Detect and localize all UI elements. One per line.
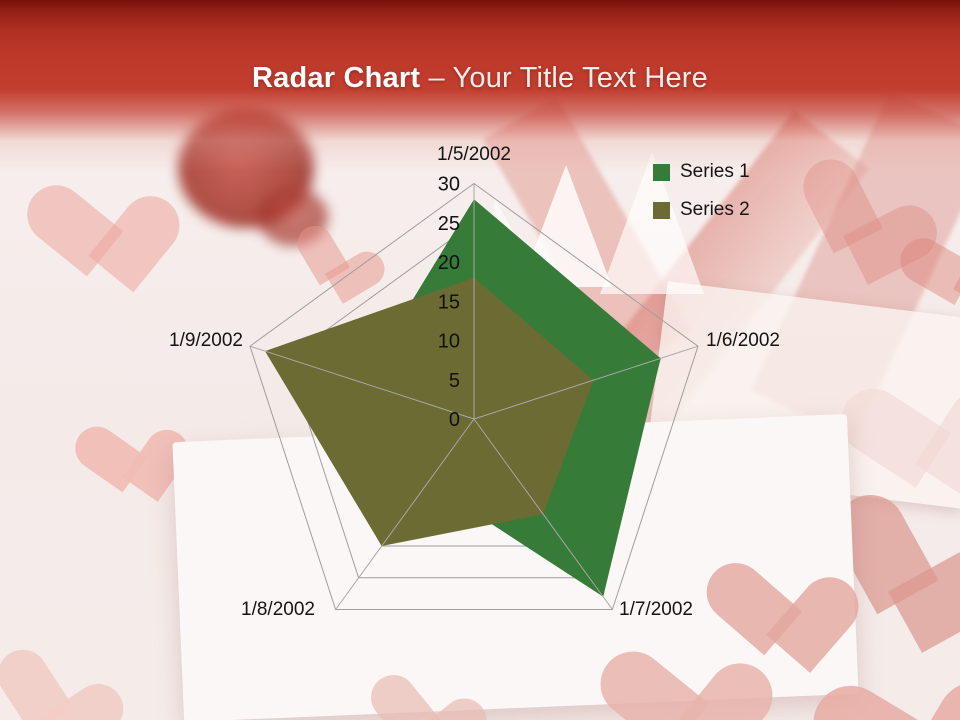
title-banner [0, 0, 960, 172]
svg-text:15: 15 [438, 291, 460, 313]
axis-label-1-7-2002: 1/7/2002 [619, 599, 693, 620]
slide-title-bold: Radar Chart [252, 62, 421, 94]
svg-text:10: 10 [438, 331, 460, 353]
legend-label: Series 1 [680, 161, 750, 182]
legend-item-series-2: Series 2 [653, 199, 750, 221]
series-1-swatch-icon [653, 163, 670, 181]
legend-label: Series 2 [680, 199, 750, 220]
legend-item-series-1: Series 1 [653, 161, 750, 183]
svg-text:0: 0 [449, 409, 460, 431]
axis-label-1-9-2002: 1/9/2002 [169, 330, 243, 351]
axis-label-1-8-2002: 1/8/2002 [241, 599, 315, 620]
svg-text:5: 5 [449, 370, 460, 392]
svg-text:20: 20 [438, 252, 460, 274]
svg-text:30: 30 [438, 174, 460, 196]
series-2-swatch-icon [653, 201, 670, 219]
chart-legend: Series 1 Series 2 [653, 161, 750, 237]
svg-text:25: 25 [438, 213, 460, 235]
slide-title-rest: – Your Title Text Here [428, 62, 708, 94]
slide-title: Radar Chart – Your Title Text Here [0, 62, 960, 95]
axis-label-1-5-2002: 1/5/2002 [437, 144, 511, 165]
axis-label-1-6-2002: 1/6/2002 [706, 330, 780, 351]
